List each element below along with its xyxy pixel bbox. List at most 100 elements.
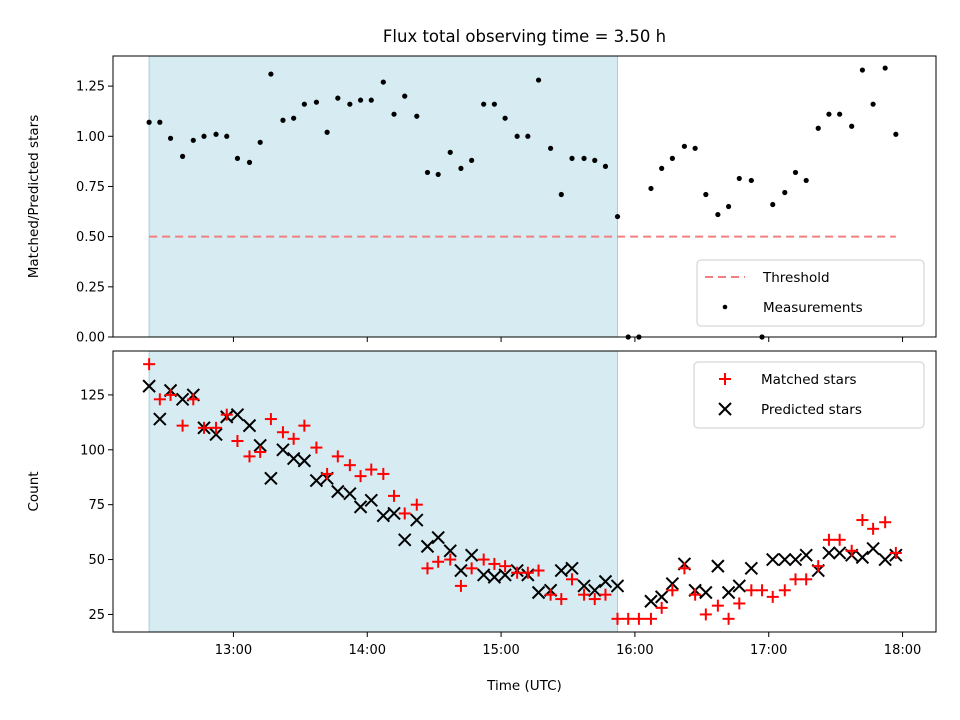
predicted-stars-point	[420, 539, 435, 554]
matched-stars-point	[511, 566, 524, 579]
predicted-stars-point	[588, 583, 602, 597]
predicted-stars-points	[142, 379, 903, 608]
measurement-point	[736, 175, 742, 182]
predicted-stars-point	[778, 552, 792, 567]
measurement-point	[581, 155, 587, 161]
matched-stars-point	[889, 546, 902, 559]
matched-stars-point	[143, 358, 156, 371]
top-axes-frame	[112, 55, 937, 338]
measurement-point	[246, 159, 253, 165]
predicted-stars-point	[387, 506, 401, 521]
matched-stars-point	[544, 588, 557, 601]
measurement-point	[291, 115, 297, 121]
measurement-point	[725, 203, 732, 210]
predicted-stars-point	[476, 568, 491, 582]
matched-stars-point	[388, 489, 401, 502]
predicted-stars-point	[577, 579, 591, 593]
measurement-point	[569, 155, 575, 161]
measurement-point	[335, 95, 341, 101]
predicted-stars-point	[711, 559, 725, 573]
matched-stars-point	[566, 573, 579, 586]
predicted-stars-point	[732, 579, 746, 593]
measurement-point	[648, 185, 654, 192]
matched-stars-point	[287, 432, 300, 445]
measurement-point	[313, 99, 320, 105]
measurement-point	[380, 79, 386, 85]
measurement-point	[681, 143, 688, 149]
predicted-stars-point	[498, 568, 512, 582]
measurement-point	[748, 177, 754, 184]
bottom-observing-window-shade	[148, 350, 619, 633]
predicted-stars-point	[209, 427, 223, 442]
matched-stars-point	[421, 562, 434, 575]
matched-stars-point	[354, 470, 367, 483]
measurement-point	[502, 115, 508, 121]
measurement-point	[146, 119, 152, 125]
top-panel: 0.00 0.25 0.50 0.75 1.00 1.25 Flux total obse…	[26, 27, 937, 346]
measurement-point	[803, 177, 809, 184]
measurement-point	[859, 67, 865, 73]
predicted-stars-point	[822, 546, 836, 560]
x-tick-label: 16:00	[616, 643, 653, 658]
matched-stars-point	[398, 507, 411, 520]
predicted-stars-point	[153, 412, 167, 426]
matched-stars-point	[812, 560, 825, 573]
y-tick-label: 125	[80, 388, 105, 403]
predicted-stars-point	[331, 484, 345, 499]
measurement-point	[614, 213, 621, 220]
y-tick-label: 0.00	[76, 331, 105, 346]
measurement-point	[234, 155, 241, 161]
measurement-point	[602, 163, 609, 169]
predicted-stars-point	[410, 513, 424, 527]
matched-stars-point	[867, 522, 880, 535]
matched-stars-point	[254, 445, 267, 458]
predicted-stars-point	[699, 585, 713, 600]
measurement-point	[424, 169, 431, 176]
measurement-point	[514, 133, 520, 139]
measurement-point	[324, 129, 330, 135]
matched-stars-point	[454, 579, 467, 592]
predicted-stars-point	[721, 585, 736, 600]
measurement-point	[179, 153, 186, 159]
measurement-point	[368, 97, 374, 103]
predicted-stars-point	[644, 594, 658, 608]
predicted-stars-point	[832, 546, 847, 560]
predicted-stars-point	[230, 407, 245, 422]
measurement-point	[558, 191, 564, 198]
matched-stars-point	[176, 419, 189, 432]
measurement-point	[525, 133, 531, 139]
bottom-y-ticks: 25 50 75 100 125	[80, 388, 113, 623]
matched-stars-point	[756, 584, 769, 597]
legend-threshold-label: Threshold	[762, 270, 830, 286]
predicted-stars-point	[554, 563, 569, 578]
measurement-point	[414, 113, 420, 119]
x-tick-label: 13:00	[215, 643, 252, 658]
predicted-stars-point	[286, 451, 301, 466]
predicted-stars-point	[276, 443, 290, 457]
bottom-x-ticks: 13:00 14:00 15:00 16:00 17:00 18:00	[215, 632, 921, 658]
legend-matched-label: Matched stars	[761, 372, 857, 388]
predicted-stars-point	[376, 508, 391, 523]
legend-matched-swatch	[719, 373, 731, 385]
matched-stars-point	[833, 533, 846, 546]
matched-stars-points	[143, 358, 902, 625]
measurement-point	[391, 111, 397, 117]
matched-stars-point	[276, 426, 289, 439]
matched-stars-point	[644, 612, 657, 625]
matched-stars-point	[678, 562, 691, 575]
predicted-stars-point	[855, 550, 870, 565]
matched-stars-point	[845, 544, 858, 557]
predicted-stars-point	[531, 585, 546, 600]
predicted-stars-point	[487, 570, 502, 584]
predicted-stars-point	[242, 418, 257, 433]
matched-stars-point	[465, 562, 478, 575]
matched-stars-point	[555, 593, 568, 606]
measurements-points	[146, 65, 899, 340]
measurement-point	[792, 169, 799, 176]
y-tick-label: 0.75	[76, 180, 105, 195]
measurement-point	[447, 149, 453, 155]
predicted-stars-point	[398, 533, 412, 547]
matched-stars-point	[365, 463, 378, 476]
predicted-stars-point	[297, 454, 312, 468]
measurement-point	[402, 93, 408, 99]
